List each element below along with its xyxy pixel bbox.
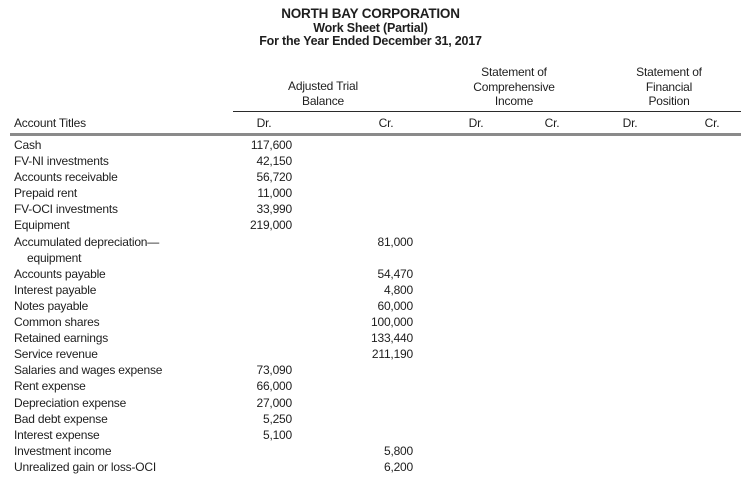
col-header-sci-cr: Cr. [544,116,560,130]
group-header-adjusted-trial-balance: Adjusted Trial Balance [288,79,358,108]
table-row: Accumulated depreciation— equipment 81,000 [0,234,741,266]
value-cell-atb-dr: 11,000 [257,186,292,201]
account-title: Salaries and wages expense [14,363,163,378]
account-title: Retained earnings [14,331,109,346]
value-cell-atb-cr: 4,800 [383,282,413,297]
account-title: Equipment [14,218,70,233]
period-title: For the Year Ended December 31, 2017 [259,34,482,48]
value-cell-atb-cr: 100,000 [371,315,413,330]
value-cell-atb-cr: 5,800 [383,443,413,458]
col-header-atb-cr: Cr. [378,116,394,130]
account-title: Cash [14,138,42,152]
account-title: Unrealized gain or loss-OCI [14,459,156,474]
table-row: Rent expense 66,000 [0,378,741,394]
title-block: NORTH BAY CORPORATION Work Sheet (Partia… [0,6,741,48]
company-name: NORTH BAY CORPORATION [281,6,460,21]
col-header-sci-dr: Dr. [468,116,484,130]
value-cell-atb-dr: 5,100 [262,427,292,442]
account-title: Accumulated depreciation— equipment [14,234,160,265]
value-cell-atb-cr: 133,440 [371,331,413,346]
account-title: Interest payable [14,282,97,297]
value-cell-atb-dr: 56,720 [256,170,292,185]
group-header-statement-of-financial-position: Statement of Financial Position [636,65,702,108]
table-row: Service revenue 211,190 [0,346,741,362]
account-title: Service revenue [14,347,98,362]
account-title: FV-OCI investments [14,202,118,217]
account-title: Interest expense [14,427,100,442]
group-header-statement-of-comprehensive-income: Statement of Comprehensive Income [473,65,555,108]
account-title: Notes payable [14,298,89,313]
sheet-title: Work Sheet (Partial) [313,21,428,35]
table-body: Cash 117,600 FV-NI investments 42,150 Accoun… [0,137,741,475]
account-title: Investment income [14,443,112,458]
header-row-underline [10,133,741,136]
account-title: Accounts payable [14,266,106,281]
value-cell-atb-dr: 73,090 [256,363,292,378]
account-title: Prepaid rent [14,186,77,201]
value-cell-atb-dr: 117,600 [250,138,292,152]
account-title: Rent expense [14,379,86,394]
value-cell-atb-dr: 33,990 [256,202,292,217]
group-header-underline [233,111,741,112]
table-row: Unrealized gain or loss-OCI 6,200 [0,459,741,475]
account-title: FV-NI investments [14,154,109,169]
table-row: Notes payable 60,000 [0,298,741,314]
value-cell-atb-dr: 27,000 [256,395,292,410]
table-row: Salaries and wages expense 73,090 [0,362,741,378]
value-cell-atb-dr: 5,250 [262,411,292,426]
table-row: Prepaid rent 11,000 [0,185,741,201]
account-title: Accounts receivable [14,170,118,185]
table-row: Cash 117,600 [0,137,741,153]
account-title: Depreciation expense [14,395,127,410]
account-title: Common shares [14,315,100,330]
col-header-sfp-dr: Dr. [622,116,638,130]
table-row: Interest expense 5,100 [0,427,741,443]
value-cell-atb-cr: 54,470 [377,266,413,281]
table-row: Bad debt expense 5,250 [0,411,741,427]
col-header-sfp-cr: Cr. [704,116,720,130]
table-row: Depreciation expense 27,000 [0,395,741,411]
table-row: Investment income 5,800 [0,443,741,459]
table-row: Accounts payable 54,470 [0,266,741,282]
table-row: Accounts receivable 56,720 [0,169,741,185]
value-cell-atb-cr: 60,000 [377,298,413,313]
col-header-atb-dr: Dr. [256,116,272,130]
value-cell-atb-dr: 66,000 [256,379,292,394]
table-row: FV-OCI investments 33,990 [0,201,741,217]
value-cell-atb-dr: 219,000 [250,218,292,233]
table-row: Retained earnings 133,440 [0,330,741,346]
table-row: Common shares 100,000 [0,314,741,330]
table-row: Equipment 219,000 [0,217,741,233]
value-cell-atb-dr: 42,150 [256,154,292,169]
value-cell-atb-cr: 6,200 [383,459,413,474]
table-row: Interest payable 4,800 [0,282,741,298]
account-titles-header: Account Titles [14,116,86,130]
table-row: FV-NI investments 42,150 [0,153,741,169]
value-cell-atb-cr: 211,190 [371,347,413,362]
account-title: Bad debt expense [14,411,108,426]
value-cell-atb-cr: 81,000 [377,234,413,249]
